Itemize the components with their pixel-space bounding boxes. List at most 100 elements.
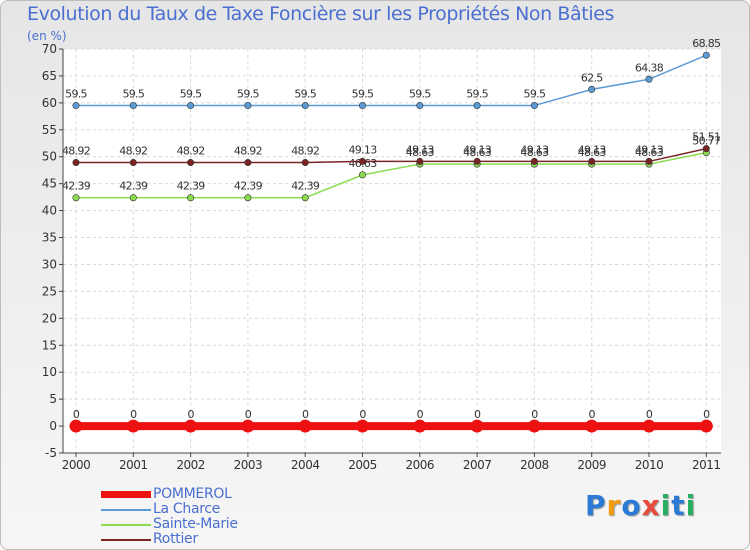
legend-label-sainte-marie: Sainte-Marie — [153, 516, 238, 532]
data-label-pommerol-2006: 0 — [417, 408, 424, 421]
data-label-pommerol-2002: 0 — [187, 408, 194, 421]
point-pommerol-2003 — [241, 419, 255, 433]
point-rottier-2011 — [702, 145, 710, 153]
y-tick-label-35: 35 — [42, 231, 57, 245]
legend-swatch-la-charce — [101, 509, 151, 511]
y-tick-label-40: 40 — [42, 204, 57, 218]
data-label-pommerol-2011: 0 — [703, 408, 710, 421]
data-label-rottier-2007: 49.13 — [463, 143, 492, 156]
point-sainte-marie-2001 — [129, 194, 137, 202]
logo-letter: o — [621, 489, 642, 522]
data-label-la-charce-2007: 59.5 — [466, 88, 488, 101]
data-label-rottier-2002: 48.92 — [177, 145, 205, 158]
data-label-la-charce-2003: 59.5 — [237, 88, 259, 101]
data-label-sainte-marie-2006: 48.63 — [406, 146, 435, 159]
series-line-rottier — [76, 147, 707, 164]
data-label-sainte-marie-2000: 42.39 — [62, 180, 91, 193]
logo-letter: t — [671, 489, 686, 522]
point-rottier-2006 — [416, 157, 424, 165]
point-pommerol-2005 — [356, 419, 369, 433]
data-label-rottier-2011: 51.51 — [692, 131, 720, 144]
point-rottier-2009 — [588, 157, 596, 165]
y-tick-label-65: 65 — [42, 69, 57, 83]
x-tick-label-2005: 2005 — [348, 458, 377, 472]
data-label-la-charce-2008: 59.5 — [524, 88, 546, 101]
data-label-sainte-marie-2010: 48.63 — [635, 146, 664, 159]
data-label-la-charce-2006: 59.5 — [409, 88, 431, 101]
point-pommerol-2010 — [642, 419, 656, 433]
data-label-la-charce-2002: 59.5 — [180, 88, 202, 101]
point-la-charce-2001 — [129, 102, 137, 110]
logo-letter: r — [606, 489, 622, 522]
series-line-la-charce — [76, 54, 707, 107]
point-sainte-marie-2002 — [187, 194, 195, 202]
y-tick-label-30: 30 — [42, 257, 57, 271]
point-rottier-2002 — [187, 159, 195, 167]
point-pommerol-2006 — [413, 419, 427, 433]
series-line-sainte-marie — [76, 151, 707, 199]
point-la-charce-2011 — [702, 51, 710, 59]
data-label-sainte-marie-2007: 48.63 — [463, 146, 492, 159]
x-tick-label-2004: 2004 — [291, 458, 320, 472]
data-label-rottier-2000: 48.92 — [62, 145, 90, 158]
data-label-rottier-2008: 49.13 — [520, 143, 549, 156]
point-rottier-2005 — [358, 157, 366, 165]
plot-area — [63, 49, 721, 453]
point-la-charce-2004 — [301, 102, 309, 110]
data-label-rottier-2006: 49.13 — [406, 143, 435, 156]
legend-label-rottier: Rottier — [153, 531, 198, 547]
y-tick-label-55: 55 — [42, 123, 57, 137]
point-la-charce-2000 — [72, 102, 80, 110]
point-rottier-2004 — [301, 159, 309, 167]
point-sainte-marie-2005 — [358, 171, 366, 179]
point-la-charce-2005 — [358, 102, 366, 110]
point-rottier-2000 — [72, 159, 80, 167]
point-sainte-marie-2004 — [301, 194, 309, 202]
data-label-la-charce-2005: 59.5 — [352, 88, 374, 101]
point-rottier-2008 — [530, 157, 538, 165]
data-label-pommerol-2010: 0 — [646, 408, 653, 421]
logo-letter: i — [660, 489, 672, 522]
point-sainte-marie-2003 — [244, 194, 252, 202]
point-sainte-marie-2000 — [72, 194, 80, 202]
data-label-la-charce-2010: 64.38 — [635, 61, 664, 74]
legend-label-pommerol: POMMEROL — [153, 486, 232, 502]
y-tick-label-20: 20 — [42, 311, 57, 325]
x-tick-label-2003: 2003 — [234, 458, 263, 472]
y-tick-label-60: 60 — [42, 96, 57, 110]
data-label-rottier-2001: 48.92 — [119, 145, 147, 158]
y-tick-label-15: 15 — [42, 338, 57, 352]
data-label-rottier-2010: 49.13 — [635, 143, 664, 156]
chart-title: Evolution du Taux de Taxe Foncière sur l… — [27, 3, 615, 25]
data-label-rottier-2004: 48.92 — [291, 145, 319, 158]
x-tick-label-2008: 2008 — [520, 458, 549, 472]
logo-letter: i — [685, 489, 697, 522]
data-label-sainte-marie-2001: 42.39 — [119, 180, 148, 193]
y-tick-label-10: 10 — [42, 365, 57, 379]
data-label-pommerol-2005: 0 — [359, 408, 366, 421]
y-tick-label-45: 45 — [42, 177, 57, 191]
data-label-pommerol-2003: 0 — [245, 408, 252, 421]
point-la-charce-2008 — [530, 102, 538, 110]
point-rottier-2007 — [473, 157, 481, 165]
y-tick-label-25: 25 — [42, 284, 57, 298]
x-tick-label-2006: 2006 — [406, 458, 435, 472]
data-label-sainte-marie-2009: 48.63 — [578, 146, 607, 159]
data-label-la-charce-2009: 62.5 — [581, 71, 603, 84]
data-label-pommerol-2009: 0 — [589, 408, 596, 421]
data-label-pommerol-2007: 0 — [474, 408, 481, 421]
data-label-pommerol-2000: 0 — [73, 408, 80, 421]
y-tick-label-5: 5 — [49, 392, 57, 406]
point-rottier-2003 — [244, 159, 252, 167]
data-label-pommerol-2001: 0 — [130, 408, 137, 421]
point-la-charce-2003 — [244, 102, 252, 110]
legend-swatch-sainte-marie — [101, 524, 151, 526]
point-rottier-2001 — [129, 159, 137, 167]
x-tick-label-2009: 2009 — [577, 458, 606, 472]
data-label-sainte-marie-2004: 42.39 — [291, 180, 320, 193]
point-la-charce-2007 — [473, 102, 481, 110]
x-tick-label-2011: 2011 — [692, 458, 721, 472]
legend-label-la-charce: La Charce — [153, 501, 221, 517]
data-label-rottier-2003: 48.92 — [234, 145, 262, 158]
